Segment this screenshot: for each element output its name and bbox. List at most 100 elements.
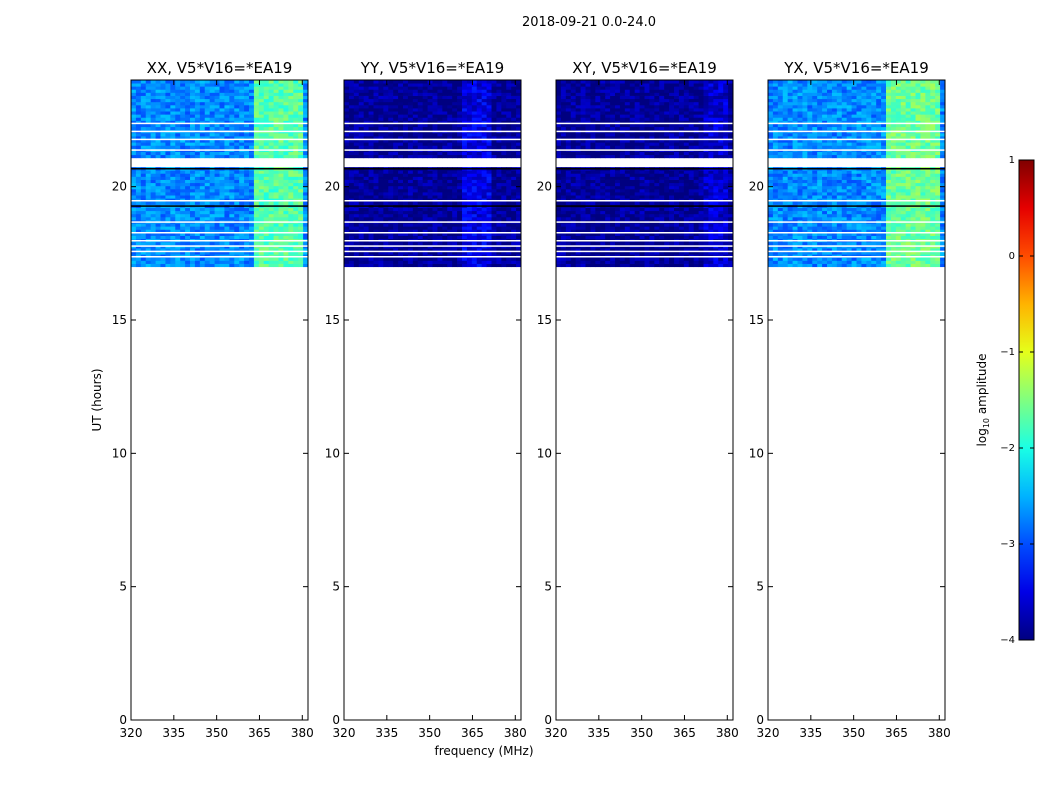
heatmap-cell bbox=[353, 192, 360, 196]
heatmap-cell bbox=[417, 213, 424, 218]
heatmap-cell bbox=[219, 126, 225, 131]
heatmap-cell bbox=[383, 139, 389, 143]
x-tick-label: 350 bbox=[418, 726, 441, 740]
heatmap-cell bbox=[244, 142, 250, 146]
heatmap-cell bbox=[194, 142, 201, 146]
heatmap-cell bbox=[253, 201, 260, 205]
heatmap-cell bbox=[160, 182, 166, 187]
heatmap-cell bbox=[713, 260, 719, 264]
heatmap-cell bbox=[466, 92, 473, 96]
heatmap-cell bbox=[605, 223, 611, 227]
heatmap-cell bbox=[393, 98, 399, 103]
heatmap-cell bbox=[209, 216, 215, 221]
heatmap-cell bbox=[422, 179, 428, 184]
heatmap-cell bbox=[713, 213, 719, 218]
heatmap-cell bbox=[683, 248, 690, 252]
heatmap-cell bbox=[190, 114, 196, 118]
heatmap-cell bbox=[378, 126, 384, 131]
heatmap-cell bbox=[565, 226, 572, 230]
heatmap-cell bbox=[471, 213, 478, 218]
heatmap-cell bbox=[353, 126, 360, 131]
heatmap-cell bbox=[388, 126, 394, 131]
heatmap-cell bbox=[422, 142, 428, 146]
heatmap-cell bbox=[610, 213, 616, 218]
heatmap-cell bbox=[140, 232, 147, 236]
heatmap-cell bbox=[457, 114, 463, 118]
heatmap-cell bbox=[150, 154, 156, 159]
heatmap-cell bbox=[204, 223, 211, 227]
heatmap-cell bbox=[170, 216, 176, 221]
heatmap-cell bbox=[358, 142, 365, 146]
heatmap-cell bbox=[383, 86, 389, 90]
heatmap-cell bbox=[278, 229, 284, 233]
heatmap-cell bbox=[373, 101, 379, 106]
heatmap-cell bbox=[190, 195, 196, 199]
heatmap-cell bbox=[199, 126, 206, 131]
heatmap-cell bbox=[219, 241, 225, 246]
heatmap-cell bbox=[194, 192, 201, 196]
heatmap-cell bbox=[516, 213, 522, 218]
heatmap-cell bbox=[219, 92, 225, 96]
heatmap-cell bbox=[224, 98, 230, 103]
heatmap-cell bbox=[659, 235, 665, 240]
heatmap-cell bbox=[383, 226, 389, 230]
heatmap-cell bbox=[393, 226, 399, 230]
heatmap-cell bbox=[165, 182, 171, 187]
heatmap-cell bbox=[180, 188, 186, 193]
heatmap-cell bbox=[639, 251, 645, 255]
heatmap-cell bbox=[145, 98, 152, 103]
heatmap-cell bbox=[288, 182, 294, 187]
heatmap-cell bbox=[209, 198, 215, 202]
heatmap-cell bbox=[229, 229, 235, 233]
heatmap-cell bbox=[659, 257, 665, 261]
heatmap-cell bbox=[407, 229, 414, 233]
heatmap-cell bbox=[348, 83, 355, 87]
heatmap-cell bbox=[442, 104, 448, 109]
heatmap-cell bbox=[698, 263, 704, 268]
heatmap-cell bbox=[303, 104, 309, 109]
heatmap-cell bbox=[160, 260, 166, 264]
heatmap-cell bbox=[239, 251, 245, 255]
heatmap-cell bbox=[491, 248, 497, 252]
heatmap-cell bbox=[229, 101, 235, 106]
heatmap-cell bbox=[486, 92, 492, 96]
heatmap-cell bbox=[703, 257, 709, 261]
heatmap-cell bbox=[462, 232, 468, 236]
heatmap-cell bbox=[442, 139, 448, 143]
heatmap-cell bbox=[165, 139, 171, 143]
heatmap-cell bbox=[190, 132, 196, 137]
heatmap-cell bbox=[713, 210, 719, 215]
heatmap-cell bbox=[600, 201, 606, 205]
heatmap-cell bbox=[398, 151, 404, 156]
heatmap-cell bbox=[194, 123, 201, 128]
heatmap-cell bbox=[185, 232, 191, 236]
heatmap-cell bbox=[253, 145, 260, 149]
heatmap-cell bbox=[253, 207, 260, 212]
heatmap-cell bbox=[368, 198, 374, 202]
heatmap-cell bbox=[239, 260, 245, 264]
heatmap-cell bbox=[378, 182, 384, 187]
heatmap-cell bbox=[229, 185, 235, 190]
heatmap-cell bbox=[363, 195, 369, 199]
heatmap-cell bbox=[303, 126, 309, 131]
heatmap-cell bbox=[432, 207, 438, 212]
heatmap-cell bbox=[486, 182, 492, 187]
heatmap-cell bbox=[452, 83, 458, 87]
heatmap-cell bbox=[283, 114, 289, 118]
heatmap-cell bbox=[447, 248, 453, 252]
heatmap-cell bbox=[268, 120, 274, 124]
heatmap-cell bbox=[565, 263, 572, 268]
heatmap-cell bbox=[348, 95, 355, 100]
heatmap-cell bbox=[150, 92, 156, 96]
heatmap-cell bbox=[486, 136, 492, 140]
heatmap-cell bbox=[624, 235, 631, 240]
heatmap-cell bbox=[476, 248, 483, 252]
heatmap-cell bbox=[624, 229, 631, 233]
heatmap-cell bbox=[278, 111, 284, 115]
heatmap-cell bbox=[664, 223, 670, 227]
heatmap-cell bbox=[268, 263, 274, 268]
heatmap-cell bbox=[145, 241, 152, 246]
heatmap-cell bbox=[363, 117, 369, 121]
heatmap-cell bbox=[283, 223, 289, 227]
heatmap-cell bbox=[278, 114, 284, 118]
